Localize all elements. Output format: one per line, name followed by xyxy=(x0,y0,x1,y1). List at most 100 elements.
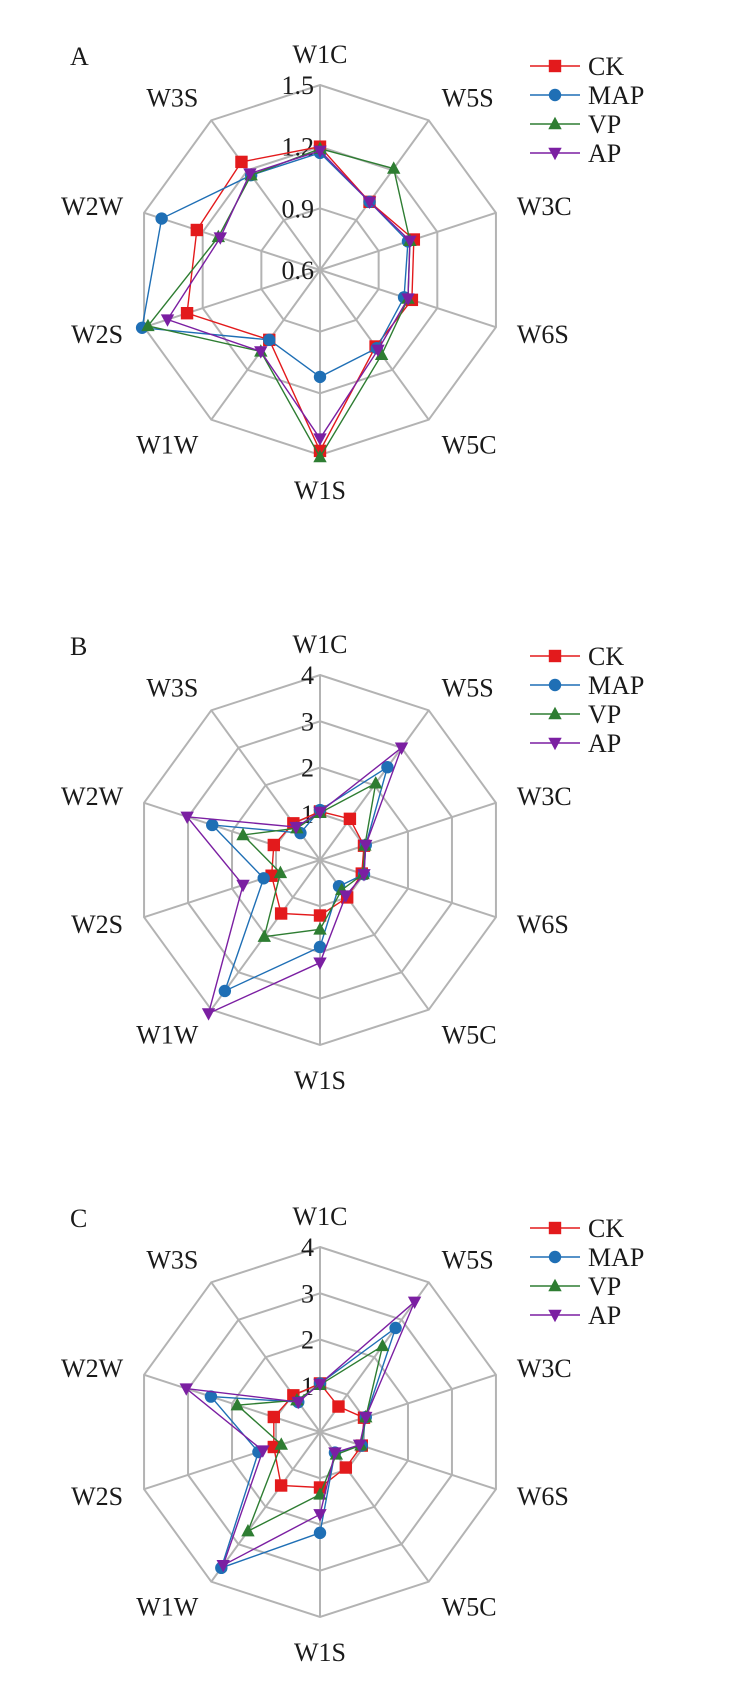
tick-label: 1 xyxy=(301,1372,314,1401)
data-point xyxy=(274,907,288,920)
series-ap xyxy=(180,742,409,1021)
series-ck xyxy=(267,1377,371,1494)
data-point xyxy=(241,1523,255,1537)
data-point xyxy=(332,1400,345,1413)
data-point xyxy=(180,811,194,825)
series-vp xyxy=(141,141,417,463)
category-label: W3C xyxy=(517,1354,572,1383)
legend-item-ap: AP xyxy=(530,1301,621,1330)
tick-label: 0.6 xyxy=(282,256,315,285)
data-point xyxy=(313,922,327,935)
category-label: W1C xyxy=(293,630,348,659)
data-point xyxy=(313,433,327,446)
data-point xyxy=(201,1008,216,1021)
grid-spoke xyxy=(210,1431,321,1583)
data-point xyxy=(313,370,327,384)
series-ap xyxy=(160,145,417,446)
legend-label: MAP xyxy=(588,81,644,110)
legend-marker xyxy=(548,1221,562,1235)
data-point xyxy=(243,168,257,181)
radar-panel-b: B1234W1CW5SW3CW6SW5CW1SW1WW2SW2WW3SCKMAP… xyxy=(61,630,644,1095)
legend-item-ck: CK xyxy=(530,1214,624,1243)
data-point xyxy=(230,1397,245,1411)
grid-spoke xyxy=(210,119,321,271)
panel-label: A xyxy=(70,42,89,71)
data-point xyxy=(313,145,327,158)
data-point xyxy=(313,1487,327,1500)
data-point xyxy=(291,1396,305,1410)
data-point xyxy=(339,890,353,903)
data-point xyxy=(155,212,168,225)
data-point xyxy=(339,1461,353,1474)
category-label: W1S xyxy=(294,1638,346,1667)
panel-label: B xyxy=(70,632,87,661)
tick-label: 3 xyxy=(301,707,314,736)
series-ap xyxy=(179,1296,422,1573)
data-point xyxy=(190,223,204,237)
grid-spoke xyxy=(319,1373,497,1433)
data-point xyxy=(313,1378,327,1392)
category-label: W2S xyxy=(71,910,123,939)
legend-marker xyxy=(548,59,562,73)
data-point xyxy=(352,1439,367,1453)
legend-label: VP xyxy=(588,1272,621,1301)
grid-spoke xyxy=(143,1373,321,1433)
data-point xyxy=(263,333,276,347)
tick-label: 3 xyxy=(301,1279,314,1308)
legend-label: AP xyxy=(588,729,621,758)
data-point xyxy=(267,1410,281,1424)
legend-item-map: MAP xyxy=(530,81,644,110)
grid-spoke xyxy=(143,1431,321,1491)
legend-label: CK xyxy=(588,52,624,81)
radar-panel-a: A0.60.91.21.5W1CW5SW3CW6SW5CW1SW1WW2SW2W… xyxy=(61,40,644,505)
grid-spoke xyxy=(143,801,321,861)
legend-label: VP xyxy=(588,110,621,139)
data-point xyxy=(387,161,401,174)
grid-spoke xyxy=(319,801,497,861)
category-label: W2W xyxy=(61,782,124,811)
data-point xyxy=(389,1321,402,1335)
data-point xyxy=(274,1437,288,1450)
data-point xyxy=(359,1411,373,1425)
category-label: W6S xyxy=(517,910,569,939)
data-point xyxy=(369,776,383,789)
legend-label: MAP xyxy=(588,1243,644,1272)
grid-spoke xyxy=(143,269,321,329)
data-point xyxy=(235,155,248,169)
category-label: W2W xyxy=(61,1354,124,1383)
legend-item-vp: VP xyxy=(530,110,621,139)
legend-label: AP xyxy=(588,1301,621,1330)
data-point xyxy=(343,812,357,826)
legend-item-map: MAP xyxy=(530,1243,644,1272)
data-point xyxy=(180,306,194,320)
category-label: W6S xyxy=(517,320,569,349)
category-label: W1W xyxy=(136,1592,199,1621)
data-point xyxy=(407,1296,422,1309)
data-point xyxy=(313,1526,327,1540)
category-label: W5C xyxy=(442,430,497,459)
legend-label: CK xyxy=(588,642,624,671)
category-label: W5C xyxy=(442,1592,497,1621)
panel-label: C xyxy=(70,1204,87,1233)
data-point xyxy=(374,347,389,361)
category-label: W3C xyxy=(517,782,572,811)
legend-marker xyxy=(548,147,562,161)
grid-spoke xyxy=(143,211,321,271)
data-point xyxy=(381,761,394,774)
category-label: W2S xyxy=(71,1482,123,1511)
tick-label: 1.5 xyxy=(282,71,315,100)
data-point xyxy=(273,865,288,879)
category-label: W1S xyxy=(294,476,346,505)
data-point xyxy=(160,314,175,327)
data-point xyxy=(216,1560,230,1573)
data-point xyxy=(213,232,227,245)
data-point xyxy=(357,869,371,882)
legend-marker xyxy=(548,706,562,720)
category-label: W3S xyxy=(146,674,198,703)
legend-item-ap: AP xyxy=(530,139,621,168)
tick-label: 4 xyxy=(301,1233,314,1262)
